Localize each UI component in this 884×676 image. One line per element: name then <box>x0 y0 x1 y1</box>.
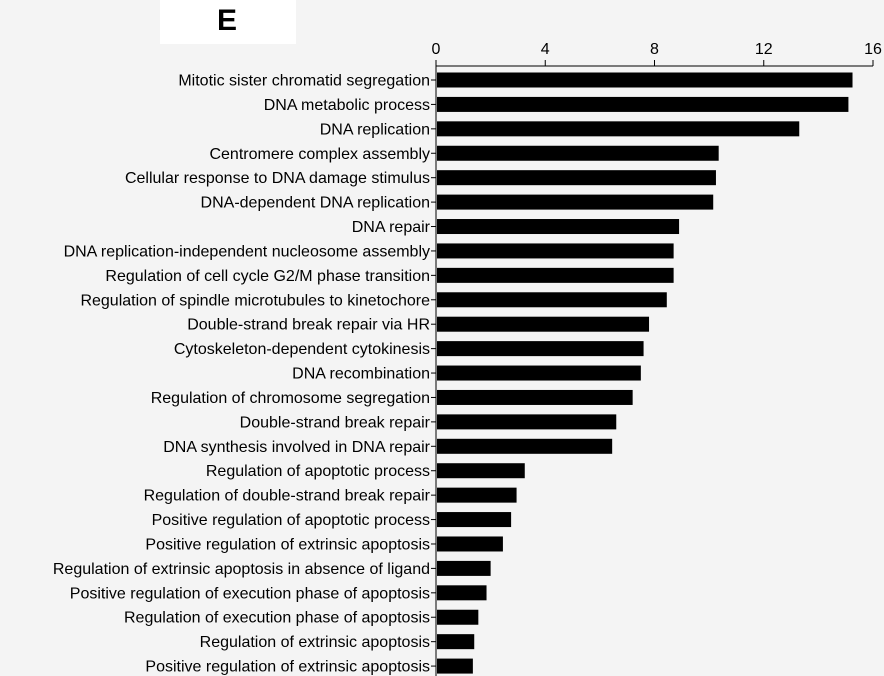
category-label: DNA metabolic process <box>264 97 430 114</box>
category-label: DNA synthesis involved in DNA repair <box>163 439 430 456</box>
bar <box>437 365 641 381</box>
category-label: Regulation of execution phase of apoptos… <box>124 610 430 627</box>
bar <box>437 609 479 625</box>
bar <box>437 267 674 283</box>
bar <box>437 536 503 552</box>
bar <box>437 72 853 88</box>
category-label: Regulation of apoptotic process <box>206 463 430 480</box>
category-label: Positive regulation of execution phase o… <box>70 585 430 602</box>
x-tick-label: 16 <box>864 41 882 58</box>
category-label: Positive regulation of apoptotic process <box>152 512 430 529</box>
bar <box>437 292 667 308</box>
bar <box>437 585 487 601</box>
bar <box>437 512 512 528</box>
category-label: Mitotic sister chromatid segregation <box>178 73 430 90</box>
category-label: Positive regulation of extrinsic apoptos… <box>145 536 430 553</box>
category-label: Cytoskeleton-dependent cytokinesis <box>174 341 430 358</box>
category-label: DNA repair <box>352 219 431 236</box>
category-label: Centromere complex assembly <box>209 146 430 163</box>
x-tick-label: 8 <box>650 41 659 58</box>
category-label: Cellular response to DNA damage stimulus <box>125 170 430 187</box>
category-label: DNA recombination <box>292 366 430 383</box>
bar <box>437 194 714 210</box>
category-label: Double-strand break repair <box>240 414 431 431</box>
bar <box>437 414 617 430</box>
x-tick-label: 12 <box>755 41 773 58</box>
category-label: DNA replication-independent nucleosome a… <box>64 243 430 260</box>
bar <box>437 658 473 674</box>
bar <box>437 389 633 405</box>
category-label: Regulation of cell cycle G2/M phase tran… <box>105 268 430 285</box>
panel-label: E <box>217 4 238 37</box>
x-tick-label: 0 <box>432 41 441 58</box>
category-label: Regulation of double-strand break repair <box>144 488 431 505</box>
bar <box>437 487 517 503</box>
bar <box>437 560 491 576</box>
bar <box>437 219 680 235</box>
bar <box>437 634 475 650</box>
category-label: Regulation of extrinsic apoptosis in abs… <box>53 561 430 578</box>
bar <box>437 438 613 454</box>
category-label: Regulation of spindle microtubules to ki… <box>80 292 430 309</box>
x-tick-label: 4 <box>541 41 550 58</box>
bar <box>437 96 849 112</box>
bar <box>437 145 719 161</box>
category-label: Positive regulation of extrinsic apoptos… <box>145 659 430 676</box>
bar <box>437 341 644 357</box>
bar <box>437 121 800 137</box>
bar <box>437 170 716 186</box>
bar <box>437 243 674 259</box>
bar <box>437 463 525 479</box>
category-label: Regulation of chromosome segregation <box>151 390 430 407</box>
category-label: Regulation of extrinsic apoptosis <box>200 634 430 651</box>
panel-header <box>160 0 296 44</box>
category-label: Double-strand break repair via HR <box>187 317 430 334</box>
category-label: DNA replication <box>320 121 430 138</box>
category-label: DNA-dependent DNA replication <box>201 195 430 212</box>
bar <box>437 316 650 332</box>
